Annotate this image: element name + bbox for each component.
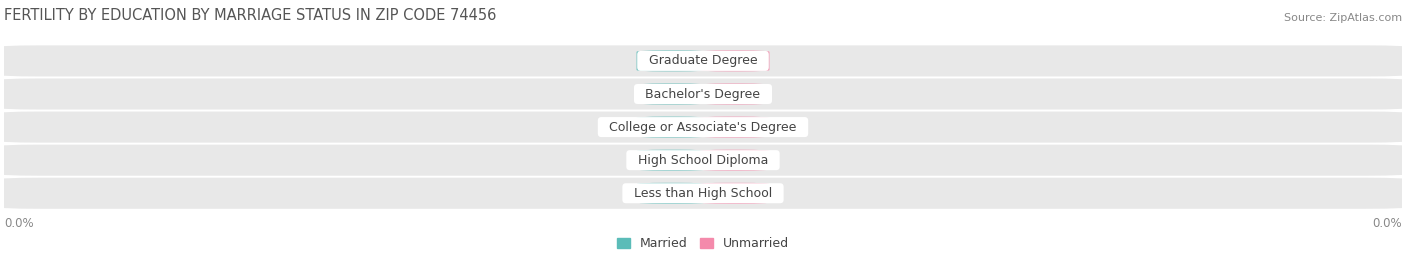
Text: 0.0%: 0.0% [718,89,749,99]
Text: Bachelor's Degree: Bachelor's Degree [637,87,769,101]
Text: FERTILITY BY EDUCATION BY MARRIAGE STATUS IN ZIP CODE 74456: FERTILITY BY EDUCATION BY MARRIAGE STATU… [4,8,496,23]
Text: High School Diploma: High School Diploma [630,154,776,167]
FancyBboxPatch shape [700,84,769,104]
FancyBboxPatch shape [700,117,769,137]
FancyBboxPatch shape [0,112,1406,143]
FancyBboxPatch shape [0,79,1406,109]
FancyBboxPatch shape [637,183,706,204]
Text: 0.0%: 0.0% [657,56,688,66]
Text: 0.0%: 0.0% [657,122,688,132]
Text: Less than High School: Less than High School [626,187,780,200]
FancyBboxPatch shape [700,51,769,71]
FancyBboxPatch shape [700,150,769,171]
Text: 0.0%: 0.0% [718,56,749,66]
Text: 0.0%: 0.0% [657,89,688,99]
FancyBboxPatch shape [637,117,706,137]
Text: 0.0%: 0.0% [718,155,749,165]
Text: Source: ZipAtlas.com: Source: ZipAtlas.com [1284,13,1402,23]
FancyBboxPatch shape [637,51,706,71]
FancyBboxPatch shape [0,145,1406,176]
Text: 0.0%: 0.0% [718,122,749,132]
FancyBboxPatch shape [637,84,706,104]
Text: 0.0%: 0.0% [4,217,34,230]
Text: 0.0%: 0.0% [718,188,749,198]
Text: 0.0%: 0.0% [657,155,688,165]
FancyBboxPatch shape [700,183,769,204]
FancyBboxPatch shape [0,178,1406,209]
Legend: Married, Unmarried: Married, Unmarried [612,232,794,255]
Text: Graduate Degree: Graduate Degree [641,54,765,68]
Text: 0.0%: 0.0% [657,188,688,198]
Text: 0.0%: 0.0% [1372,217,1402,230]
FancyBboxPatch shape [0,45,1406,76]
Text: College or Associate's Degree: College or Associate's Degree [602,121,804,134]
FancyBboxPatch shape [637,150,706,171]
